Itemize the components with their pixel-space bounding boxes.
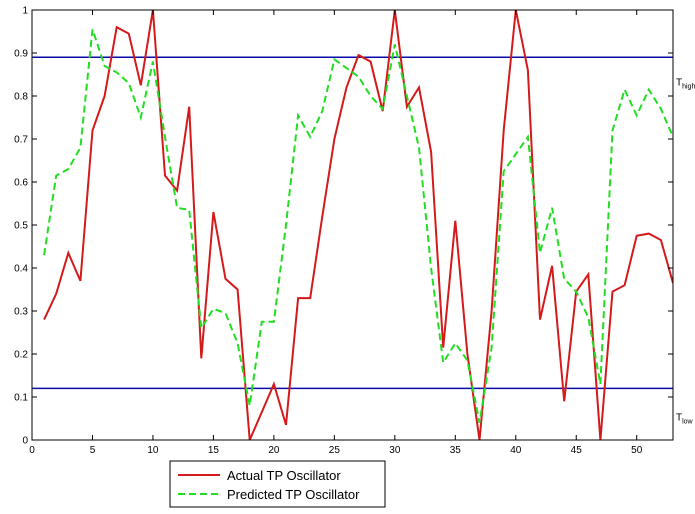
series-line-actual xyxy=(43,10,673,440)
x-tick-label: 15 xyxy=(208,445,220,456)
x-tick-label: 30 xyxy=(389,445,401,456)
y-tick-label: 0 xyxy=(22,436,28,447)
threshold-label-high: Thigh xyxy=(676,77,695,90)
y-tick-label: 0.7 xyxy=(14,135,28,146)
plot-background xyxy=(32,10,673,440)
y-tick-label: 0.6 xyxy=(14,178,28,189)
x-tick-label: 45 xyxy=(571,445,583,456)
y-tick-label: 0.1 xyxy=(14,393,28,404)
x-tick-label: 5 xyxy=(90,445,96,456)
legend-label-predicted: Predicted TP Oscillator xyxy=(227,487,360,502)
series-line-predicted xyxy=(43,29,673,423)
legend-box xyxy=(169,460,386,508)
legend-label-actual: Actual TP Oscillator xyxy=(227,468,341,483)
axes: 0 5 10 15 20 25 30 35 40 45 50 0 0.1 0.2 0.3 0.4 0.5 0.6 0… xyxy=(14,6,673,456)
x-tick-label: 0 xyxy=(29,445,35,456)
y-tick-label: 0.8 xyxy=(14,92,28,103)
x-tick-label: 50 xyxy=(631,445,643,456)
x-tick-label: 40 xyxy=(510,445,522,456)
x-tick-label: 20 xyxy=(268,445,280,456)
x-tick-label: 35 xyxy=(450,445,462,456)
x-tick-label: 25 xyxy=(329,445,341,456)
y-tick-label: 0.2 xyxy=(14,350,28,361)
y-tick-label: 0.3 xyxy=(14,307,28,318)
series-lines xyxy=(43,10,673,440)
legend: Actual TP Oscillator Predicted TP Oscilla… xyxy=(169,460,386,508)
y-tick-label: 1 xyxy=(22,6,28,17)
x-tick-label: 10 xyxy=(147,445,159,456)
threshold-label-low: Tlow xyxy=(676,412,694,425)
y-tick-label: 0.4 xyxy=(14,264,28,275)
y-tick-label: 0.9 xyxy=(14,49,28,60)
y-tick-label: 0.5 xyxy=(14,221,28,232)
